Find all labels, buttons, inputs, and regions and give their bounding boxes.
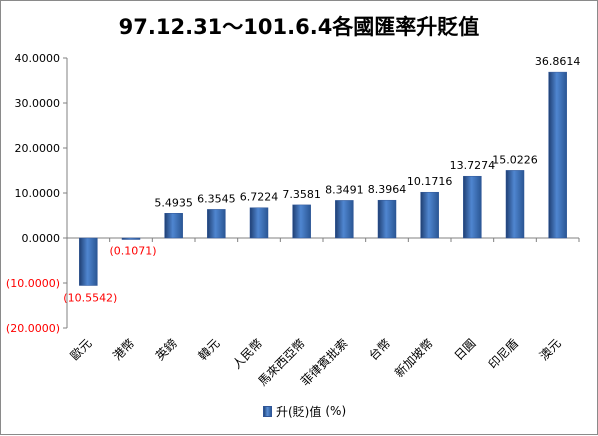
category-label: 台幣 bbox=[366, 336, 394, 364]
data-label: 13.7274 bbox=[450, 159, 496, 172]
chart-title: 97.12.31～101.6.4各國匯率升貶值 bbox=[118, 15, 480, 39]
category-label: 澳元 bbox=[537, 336, 564, 363]
data-label: 8.3964 bbox=[368, 183, 407, 196]
data-label: 5.4935 bbox=[154, 196, 193, 209]
y-tick-label: 0.0000 bbox=[22, 232, 61, 245]
data-label: 15.0226 bbox=[492, 153, 538, 166]
bar bbox=[292, 204, 311, 239]
bar bbox=[121, 237, 141, 240]
category-label: 日圓 bbox=[452, 336, 479, 363]
category-label: 港幣 bbox=[110, 336, 137, 363]
y-tick-label: (10.0000) bbox=[6, 277, 60, 290]
data-label: (10.5542) bbox=[63, 291, 117, 304]
legend-unit: (%) bbox=[325, 404, 347, 418]
data-label: 36.8614 bbox=[535, 55, 581, 68]
category-label: 韓元 bbox=[196, 336, 223, 363]
y-tick-label: (20.0000) bbox=[6, 322, 60, 335]
bar bbox=[420, 191, 439, 239]
legend-label: 升(貶)值 bbox=[276, 404, 322, 419]
category-label: 英鎊 bbox=[152, 336, 180, 364]
bar bbox=[463, 175, 482, 239]
bar bbox=[377, 199, 397, 239]
data-label: 10.1716 bbox=[407, 175, 453, 188]
bar bbox=[207, 209, 226, 239]
legend-swatch bbox=[263, 405, 272, 417]
y-tick-label: 10.0000 bbox=[15, 187, 61, 200]
bar bbox=[249, 207, 269, 239]
data-label: (0.1071) bbox=[109, 244, 156, 257]
data-label: 6.3545 bbox=[197, 192, 236, 205]
bar bbox=[505, 170, 525, 239]
data-label: 7.3581 bbox=[282, 188, 321, 201]
bar bbox=[164, 213, 183, 239]
bar bbox=[335, 200, 354, 239]
bar bbox=[548, 71, 567, 239]
category-label: 新加坡幣 bbox=[391, 336, 436, 381]
data-label: 8.3491 bbox=[325, 183, 364, 196]
y-tick-label: 20.0000 bbox=[15, 142, 61, 155]
bar bbox=[79, 237, 98, 286]
category-label: 印尼盾 bbox=[486, 336, 521, 371]
data-label: 6.7224 bbox=[240, 191, 279, 204]
y-tick-label: 40.0000 bbox=[15, 52, 61, 65]
category-label: 歐元 bbox=[67, 336, 95, 364]
category-label: 菲律賓批索 bbox=[297, 336, 350, 389]
legend: 升(貶)值 (%) bbox=[263, 403, 346, 419]
category-label: 人民幣 bbox=[230, 336, 265, 371]
y-tick-label: 30.0000 bbox=[15, 97, 61, 110]
